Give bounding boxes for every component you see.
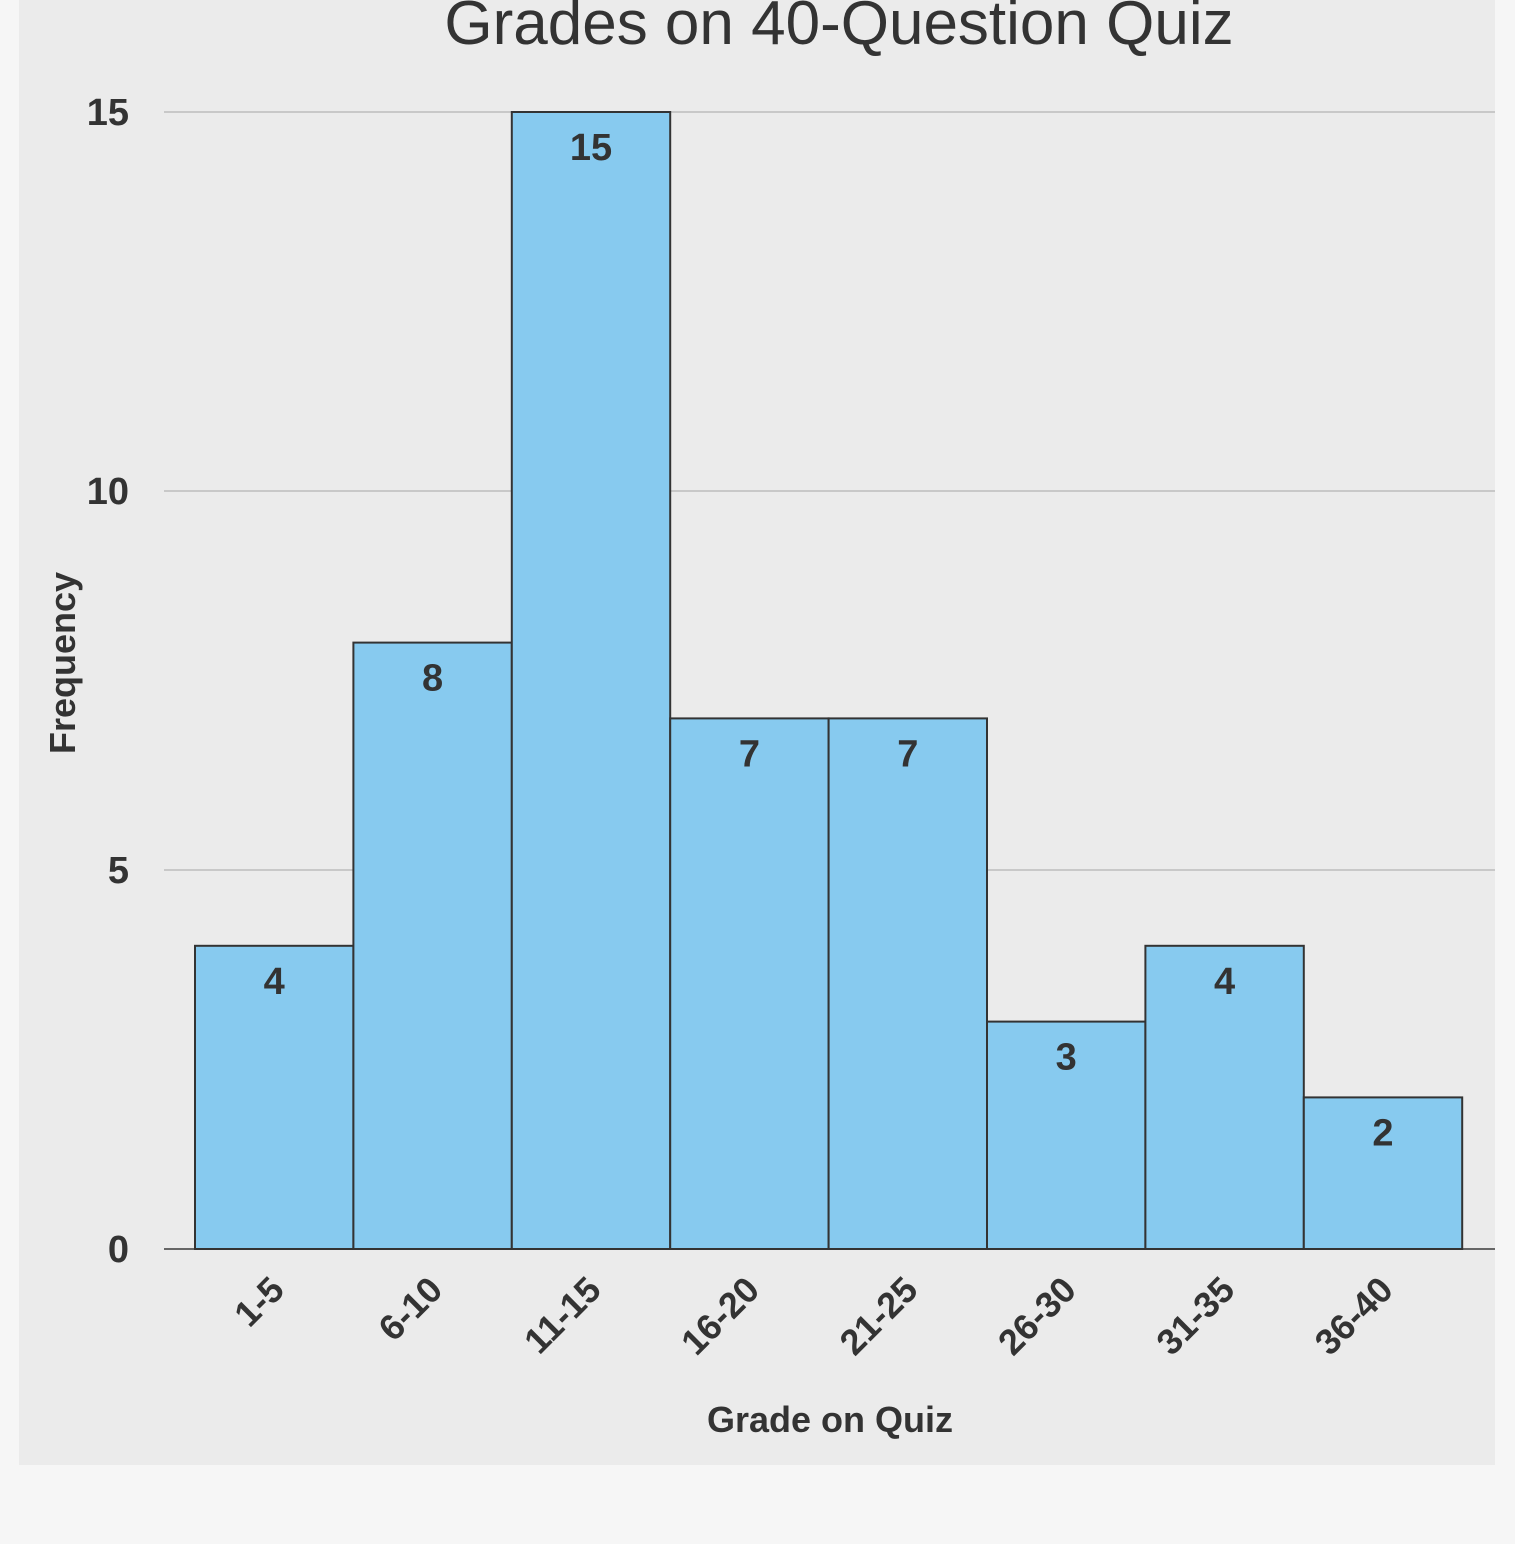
bar <box>1302 1096 1464 1251</box>
bar <box>986 1020 1147 1250</box>
x-tick-label: 16-20 <box>673 1269 767 1363</box>
bar-value-label: 4 <box>264 961 285 1003</box>
bar-value-label: 4 <box>1214 961 1235 1003</box>
bar <box>669 717 830 1250</box>
bar-labels: 4 8 15 7 7 3 4 2 <box>264 127 1394 1154</box>
bar <box>827 717 988 1250</box>
x-axis-label: Grade on Quiz <box>707 1399 953 1440</box>
y-axis-label: Frequency <box>42 572 83 754</box>
bar <box>510 111 672 1250</box>
bar-value-label: 8 <box>422 658 443 700</box>
x-tick-label: 36-40 <box>1307 1269 1401 1363</box>
y-tick-label: 10 <box>87 471 129 513</box>
x-tick-labels: 1-5 6-10 11-15 16-20 21-25 26-30 31-35 36-40 <box>226 1269 1401 1363</box>
x-tick-label: 31-35 <box>1148 1269 1242 1363</box>
bar-value-label: 3 <box>1056 1037 1077 1079</box>
x-tick-label: 11-15 <box>516 1269 609 1362</box>
y-tick-labels: 0 5 10 15 <box>87 92 129 1271</box>
x-tick-label: 26-30 <box>990 1269 1084 1363</box>
bar <box>352 641 513 1250</box>
histogram-chart: Grades on 40-Question Quiz 4 8 15 7 7 3 4 2 0 5 1… <box>42 0 1495 1440</box>
bar-value-label: 15 <box>570 127 612 169</box>
bar <box>194 944 355 1250</box>
chart-title: Grades on 40-Question Quiz <box>444 0 1233 58</box>
x-tick-label: 1-5 <box>226 1269 292 1335</box>
x-tick-label: 6-10 <box>370 1269 450 1349</box>
bars <box>194 111 1464 1251</box>
bar-value-label: 2 <box>1372 1112 1393 1154</box>
y-tick-label: 5 <box>108 850 129 892</box>
bar-value-label: 7 <box>897 733 918 775</box>
x-tick-label: 21-25 <box>831 1269 925 1363</box>
chart-panel: Grades on 40-Question Quiz 4 8 15 7 7 3 4 2 0 5 1… <box>19 0 1495 1465</box>
bar <box>1144 944 1305 1250</box>
y-tick-label: 0 <box>108 1229 129 1271</box>
y-tick-label: 15 <box>87 92 129 134</box>
bar-value-label: 7 <box>739 733 760 775</box>
